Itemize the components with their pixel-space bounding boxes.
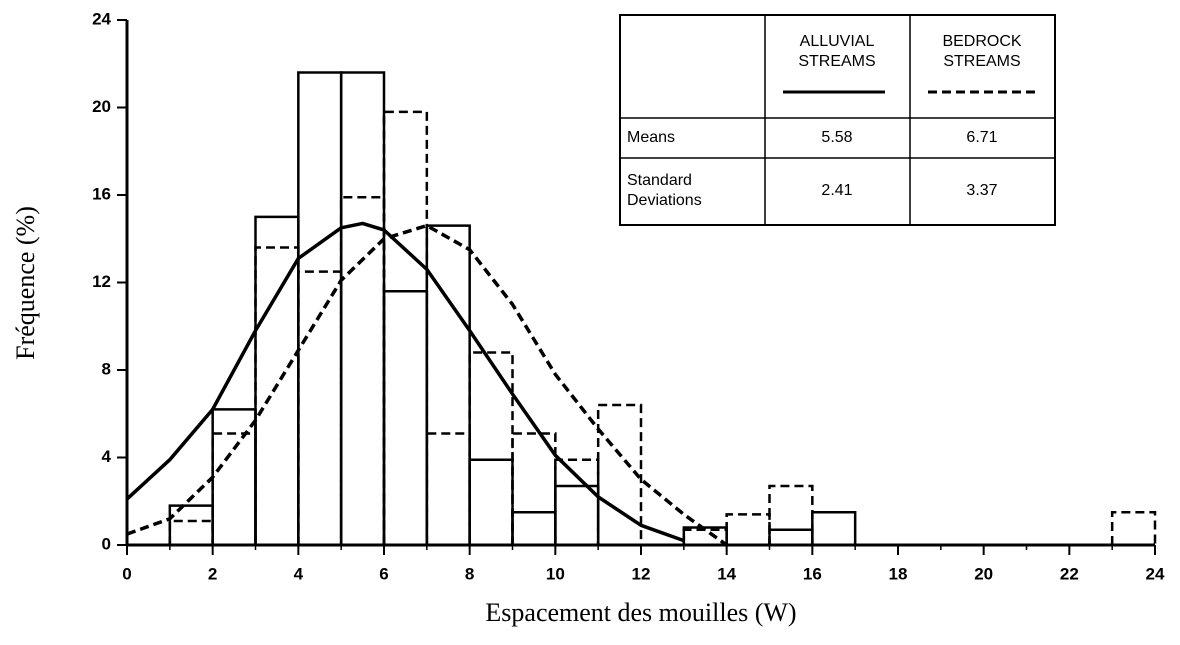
x-tick-label: 6 [379, 564, 388, 583]
histogram-bar [254, 246, 300, 545]
x-tick-label: 0 [122, 564, 131, 583]
x-tick-label: 14 [717, 564, 736, 583]
x-tick-label: 4 [294, 564, 304, 583]
histogram-bar [297, 71, 343, 545]
histogram-bar [1110, 510, 1157, 545]
y-tick-label: 16 [92, 184, 111, 203]
x-tick-label: 16 [803, 564, 822, 583]
histogram-bar [339, 71, 386, 545]
histogram-bar [468, 351, 514, 545]
histogram-bar [168, 519, 214, 545]
table-cell: 3.37 [966, 182, 997, 199]
histogram-bar [725, 513, 771, 545]
histogram-bar [511, 432, 557, 545]
y-tick-label: 8 [102, 359, 111, 378]
table-row-label: Means [627, 129, 675, 146]
y-tick-label: 24 [92, 9, 111, 28]
y-tick-label: 4 [102, 447, 112, 466]
histogram-bar [768, 484, 814, 545]
x-axis-label: Espacement des mouilles (W) [485, 598, 796, 627]
table-frame [619, 14, 1056, 226]
histogram-bar [425, 432, 471, 545]
x-tick-label: 22 [1060, 564, 1079, 583]
legend-table: ALLUVIAL STREAMS BEDROCK STREAMS Means 5.58 6.… [619, 14, 1056, 226]
y-tick-label: 0 [102, 534, 111, 553]
histogram-bar [682, 528, 728, 545]
histogram-bar [339, 195, 386, 545]
y-tick-label: 20 [92, 97, 111, 116]
x-tick-label: 18 [889, 564, 908, 583]
histogram-bar [811, 510, 857, 545]
histogram-bar [554, 458, 600, 545]
table-row-label: Standard Deviations [627, 172, 702, 209]
histogram-bar [511, 510, 557, 545]
table-header: ALLUVIAL STREAMS [798, 33, 875, 70]
y-tick-label: 12 [92, 272, 111, 291]
histogram-bar [596, 403, 643, 545]
normal-curve [125, 221, 685, 543]
histogram-bar [211, 408, 257, 545]
normal-curve [126, 223, 728, 547]
y-axis-label: Fréquence (%) [11, 206, 40, 360]
table-cell: 2.41 [821, 182, 852, 199]
x-tick-label: 2 [208, 564, 217, 583]
histogram-bar [297, 270, 343, 545]
histogram-bar [382, 290, 429, 545]
x-tick-label: 10 [546, 564, 565, 583]
x-tick-label: 20 [974, 564, 993, 583]
x-tick-label: 24 [1146, 564, 1165, 583]
histogram-bar [425, 224, 471, 545]
table-header: BEDROCK STREAMS [942, 33, 1021, 70]
table-cell: 5.58 [821, 129, 852, 146]
histogram-bar [768, 528, 814, 545]
histogram-bar [168, 504, 214, 545]
x-tick-label: 12 [632, 564, 651, 583]
histogram-bar [468, 458, 514, 545]
histogram-bar [382, 110, 429, 545]
x-tick-label: 8 [465, 564, 474, 583]
histogram-bar [211, 432, 257, 545]
table-cell: 6.71 [966, 129, 997, 146]
histogram-bar [554, 484, 600, 545]
